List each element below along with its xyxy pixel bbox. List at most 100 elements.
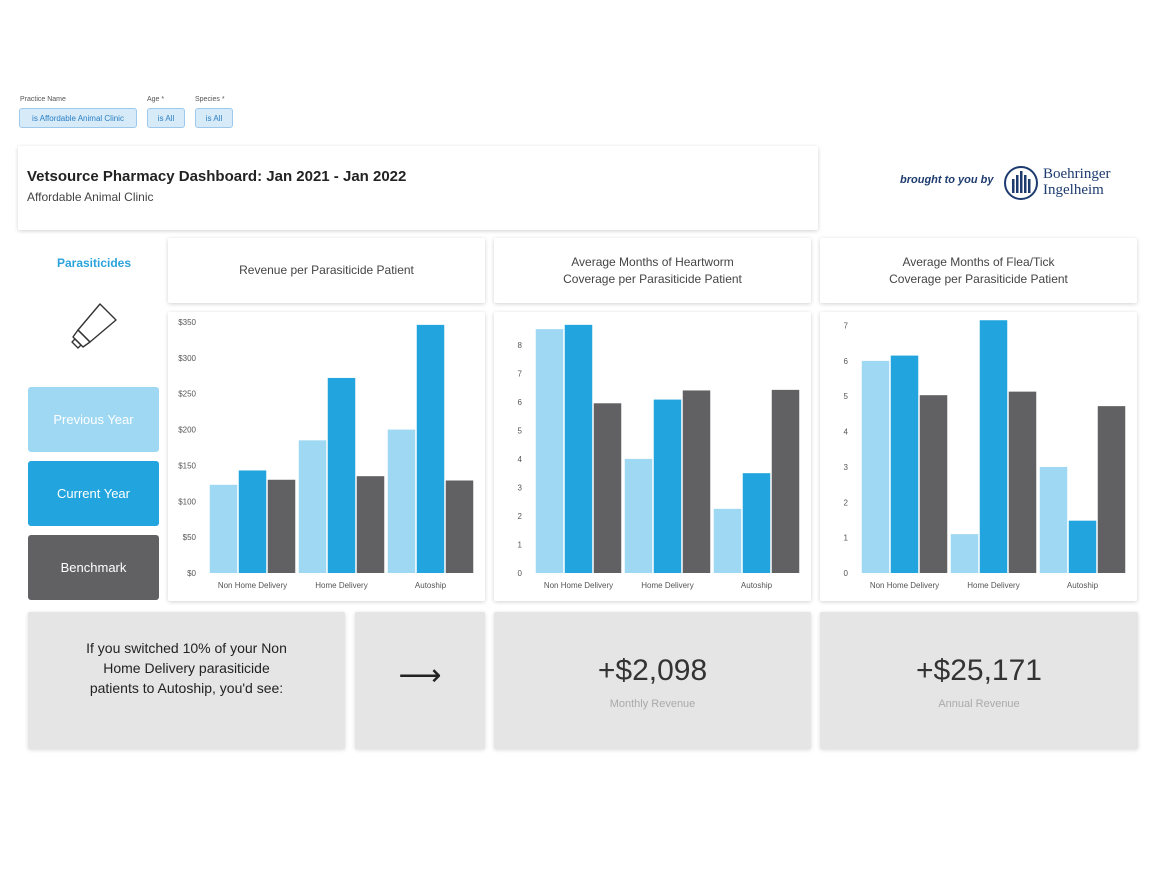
bar-benchmark[interactable] [771,389,800,573]
bar-current-year[interactable] [653,399,682,573]
y-tick-label: 7 [518,369,523,378]
sponsor-name-line2: Ingelheim [1043,182,1104,198]
x-tick-label: Home Delivery [967,581,1019,590]
bar-current-year[interactable] [979,320,1008,573]
chart-title-revenue: Revenue per Parasiticide Patient [168,238,485,303]
legend-previous-year-label: Previous Year [53,412,134,427]
bar-previous-year[interactable] [535,329,564,573]
x-tick-label: Autoship [741,581,773,590]
bar-benchmark[interactable] [919,395,948,573]
projection-arrow-card: ⟶ [355,612,485,749]
practice-subtitle: Affordable Animal Clinic [27,190,154,204]
filter-pill-age[interactable]: is All [147,108,185,128]
bar-previous-year[interactable] [298,440,327,573]
bar-previous-year[interactable] [624,458,653,573]
sponsor-name-line1: Boehringer [1043,166,1111,182]
y-tick-label: 1 [844,534,849,543]
projection-message: If you switched 10% of your Non Home Del… [86,640,287,696]
y-tick-label: 5 [518,426,523,435]
chart-title-heartworm: Average Months of Heartworm Coverage per… [494,238,811,303]
bar-previous-year[interactable] [209,484,238,573]
legend-current-year-label: Current Year [57,486,130,501]
bar-benchmark[interactable] [267,479,296,573]
bar-benchmark[interactable] [356,476,385,573]
chart-revenue: $0 $50 $100 $150 $200 $250 $300 $350 Non Home De… [168,312,485,601]
y-tick-label: $300 [178,354,196,363]
monthly-revenue-value: +$2,098 [597,654,708,687]
y-tick-label: $250 [178,390,196,399]
y-tick-label: 3 [844,463,849,472]
x-tick-label: Home Delivery [641,581,693,590]
monthly-revenue-card: +$2,098 Monthly Revenue [494,612,811,749]
bar-previous-year[interactable] [387,429,416,573]
page-title: Vetsource Pharmacy Dashboard: Jan 2021 -… [27,168,407,185]
chart-title-revenue-text: Revenue per Parasiticide Patient [239,263,414,277]
bar-previous-year[interactable] [713,508,742,573]
x-tick-label: Home Delivery [315,581,367,590]
y-tick-label: 2 [844,498,849,507]
bar-current-year[interactable] [890,355,919,573]
y-tick-label: 4 [518,455,523,464]
chart-fleatick: 0 1 2 3 4 5 6 7 Non Home Delivery Home Delivery Au… [820,312,1137,601]
chart-title-heartworm-text: Average Months of Heartworm Coverage per… [563,254,742,286]
bar-benchmark[interactable] [1008,391,1037,573]
x-tick-label: Autoship [415,581,447,590]
bar-current-year[interactable] [564,324,593,573]
chart-title-fleatick-text: Average Months of Flea/Tick Coverage per… [889,254,1068,286]
x-tick-label: Non Home Delivery [218,581,287,590]
bar-benchmark[interactable] [593,403,622,573]
bar-benchmark[interactable] [1097,406,1126,573]
bar-current-year[interactable] [742,473,771,573]
boehringer-logo-icon [1004,166,1038,200]
section-label-parasiticides: Parasiticides [56,256,132,270]
bar-current-year[interactable] [238,470,267,573]
bar-benchmark[interactable] [445,480,474,573]
y-tick-label: 3 [518,483,523,492]
y-tick-label: $0 [187,569,196,578]
bar-previous-year[interactable] [950,534,979,573]
annual-revenue-label: Annual Revenue [938,698,1020,710]
filter-label-practice: Practice Name [20,96,66,103]
y-tick-label: 6 [518,398,523,407]
y-tick-label: $350 [178,318,196,327]
bar-current-year[interactable] [416,324,445,573]
y-tick-label: 8 [518,341,523,350]
legend-benchmark-label: Benchmark [60,560,127,575]
legend-current-year-button[interactable]: Current Year [28,461,159,526]
x-tick-label: Non Home Delivery [870,581,939,590]
y-tick-label: $150 [178,461,196,470]
chart-title-fleatick: Average Months of Flea/Tick Coverage per… [820,238,1137,303]
dashboard-header-card: Vetsource Pharmacy Dashboard: Jan 2021 -… [18,146,818,230]
bar-current-year[interactable] [1068,520,1097,573]
legend-benchmark-button[interactable]: Benchmark [28,535,159,600]
filter-pill-species[interactable]: is All [195,108,233,128]
annual-revenue-card: +$25,171 Annual Revenue [820,612,1138,749]
filter-label-age: Age * [147,96,165,103]
bar-current-year[interactable] [327,377,356,573]
sponsor-name: Boehringer Ingelheim [1043,166,1110,198]
monthly-revenue-label: Monthly Revenue [609,698,696,710]
y-tick-label: $200 [178,426,196,435]
y-tick-label: 7 [844,322,849,331]
legend-previous-year-button[interactable]: Previous Year [28,387,159,452]
y-tick-label: 0 [844,569,849,578]
x-tick-label: Non Home Delivery [544,581,613,590]
bar-previous-year[interactable] [861,360,890,573]
x-tick-label: Autoship [1067,581,1099,590]
bar-benchmark[interactable] [682,390,711,573]
tube-icon [71,303,117,349]
chart-fleatick-svg: 0 1 2 3 4 5 6 7 Non Home Delivery Home Delivery Au… [844,320,1126,590]
filter-label-species: Species * [195,96,225,103]
y-tick-label: 6 [844,357,849,366]
right-arrow-icon: ⟶ [398,659,442,692]
y-tick-label: $50 [183,533,197,542]
projection-message-card: If you switched 10% of your Non Home Del… [28,612,345,749]
bar-previous-year[interactable] [1039,466,1068,573]
annual-revenue-value: +$25,171 [916,654,1042,687]
chart-heartworm-svg: 0 1 2 3 4 5 6 7 8 Non Home Delivery Home Delivery A… [518,324,800,590]
chart-heartworm: 0 1 2 3 4 5 6 7 8 Non Home Delivery Home Delivery A… [494,312,811,601]
filter-pill-practice[interactable]: is Affordable Animal Clinic [19,108,137,128]
chart-revenue-svg: $0 $50 $100 $150 $200 $250 $300 $350 Non Home De… [178,318,474,590]
y-tick-label: 4 [844,428,849,437]
y-tick-label: 5 [844,392,849,401]
